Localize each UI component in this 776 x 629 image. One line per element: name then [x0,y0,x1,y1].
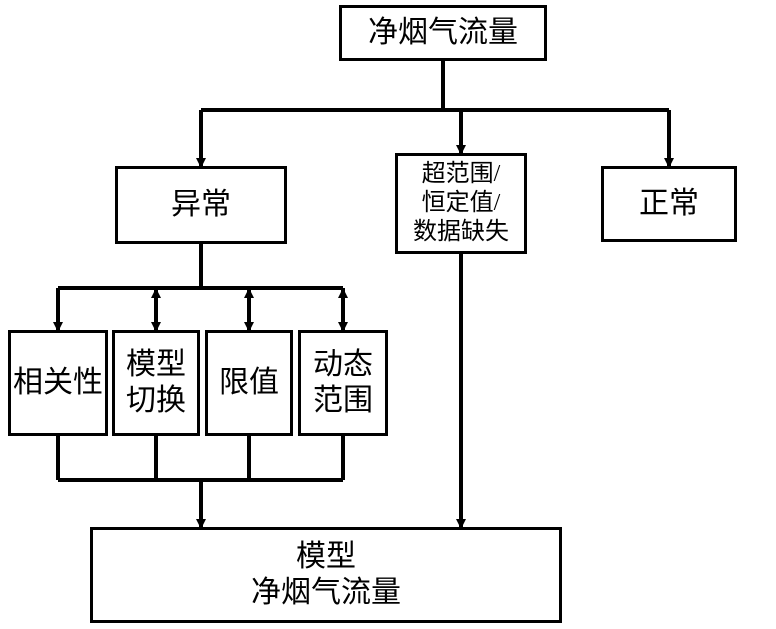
node-outofrange: 超范围/ 恒定值/ 数据缺失 [395,153,527,254]
node-label: 正常 [639,186,699,222]
node-output: 模型 净烟气流量 [90,527,562,623]
node-label: 超范围/ 恒定值/ 数据缺失 [413,160,509,246]
node-modelswitch: 模型 切换 [112,330,200,436]
node-abnormal: 异常 [115,166,287,244]
node-label: 模型 净烟气流量 [251,539,401,611]
node-label: 异常 [171,187,231,223]
node-label: 动态 范围 [313,347,373,419]
node-normal: 正常 [601,166,737,242]
node-label: 限值 [219,365,279,401]
node-label: 模型 切换 [126,347,186,419]
node-label: 相关性 [13,365,103,401]
node-correlation: 相关性 [8,330,108,436]
node-label: 净烟气流量 [368,15,518,51]
node-limit: 限值 [205,330,293,436]
node-dynamicrange: 动态 范围 [298,330,388,436]
node-root: 净烟气流量 [339,5,547,61]
